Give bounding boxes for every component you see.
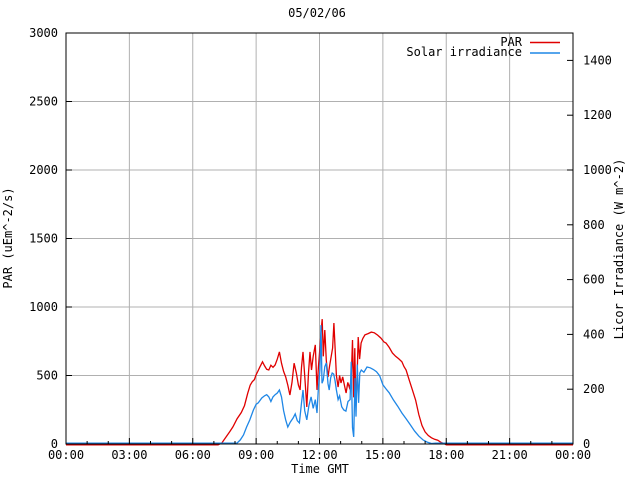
series-line-par [66,319,573,446]
y-right-tick-label: 400 [583,327,605,341]
legend-solar-label: Solar irradiance [406,45,522,59]
x-tick-label: 09:00 [238,448,274,462]
y-right-tick-label: 1400 [583,53,612,67]
y-right-tick-label: 600 [583,273,605,287]
right-axis-title: Licor Irradiance (W m^-2) [612,159,626,340]
x-tick-label: 03:00 [111,448,147,462]
x-tick-label: 00:00 [555,448,591,462]
legend: PAR Solar irradiance [406,35,560,59]
x-tick-label: 00:00 [48,448,84,462]
y-left-tick-label: 2000 [29,163,58,177]
y-left-tick-label: 0 [51,437,58,451]
x-tick-label: 06:00 [175,448,211,462]
chart-title: 05/02/06 [288,6,346,20]
x-tick-label: 15:00 [365,448,401,462]
legend-par-label: PAR [500,35,522,49]
series-layer [66,319,573,446]
y-right-tick-label: 200 [583,382,605,396]
x-tick-label: 21:00 [492,448,528,462]
y-right-tick-label: 1200 [583,108,612,122]
y-left-tick-label: 2500 [29,95,58,109]
tick-label-layer: 00:00 03:00 06:00 09:00 12:00 15:00 18:00 21:00… [29,26,612,462]
series-line-solar-irradiance [66,325,573,445]
y-right-tick-label: 0 [583,437,590,451]
grid-layer [66,33,573,444]
left-axis-title: PAR (uEm^-2/s) [1,187,15,288]
y-right-tick-label: 1000 [583,163,612,177]
x-tick-label: 18:00 [428,448,464,462]
tick-layer [65,32,574,445]
y-left-tick-label: 3000 [29,26,58,40]
y-left-tick-label: 1000 [29,300,58,314]
y-left-tick-label: 500 [36,369,58,383]
y-left-tick-label: 1500 [29,232,58,246]
y-right-tick-label: 800 [583,218,605,232]
x-tick-label: 12:00 [301,448,337,462]
x-axis-title: Time GMT [291,462,349,476]
